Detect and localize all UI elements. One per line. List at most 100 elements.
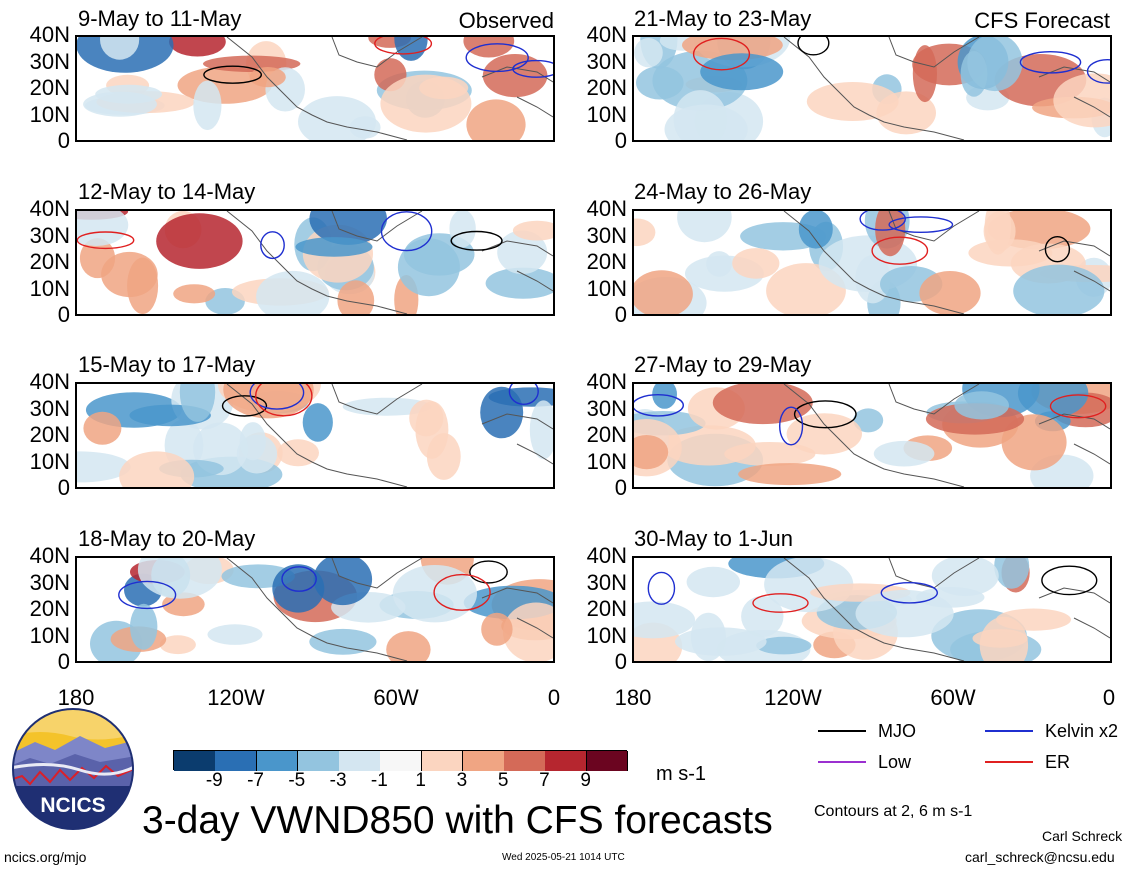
wind-anomaly-blob [386,631,431,661]
map-panel-right-2 [632,209,1112,316]
wind-anomaly-blob [798,211,833,249]
contour-line [692,37,751,71]
legend-er-label: ER [1045,752,1071,772]
colorbar-units: m s-1 [656,763,706,785]
colorbar-swatch [462,751,505,771]
contour-line [871,236,929,265]
x-tick-right-180: 180 [614,685,652,710]
panel-title-right-3: 27-May to 29-May [634,352,812,377]
legend-mjo-line [818,730,866,732]
y-tick-left-4-1: 30N [29,569,70,595]
ncics-logo: NCICS [10,706,136,832]
wind-anomaly-blob [466,99,526,140]
contour-line [380,211,433,252]
y-tick-right-4-4: 0 [614,649,627,674]
contour-line [779,406,804,446]
y-tick-left-3-3: 10N [29,448,70,474]
wind-anomaly-blob [77,211,129,246]
y-tick-right-3-2: 20N [586,422,627,447]
y-tick-left-4-3: 10N [29,622,70,648]
footer-url: ncics.org/mjo [4,849,87,865]
map-panel-right-4 [632,556,1112,663]
map-panel-left-3 [75,382,555,489]
wind-anomaly-blob [806,82,899,121]
contour-line [203,65,263,84]
wind-anomaly-blob [392,565,477,623]
wind-anomaly-blob [503,602,553,661]
wind-anomaly-blob [675,627,767,656]
wind-anomaly-blob [972,629,1028,648]
wind-anomaly-blob [77,451,131,483]
y-tick-left-3-2: 20N [29,422,70,447]
wind-anomaly-blob [156,213,243,269]
wind-anomaly-blob [313,558,373,606]
wind-field-map [634,37,1110,140]
y-tick-left-3-1: 30N [29,395,70,421]
y-tick-right-2-2: 20N [586,249,627,274]
wind-anomaly-blob [272,564,325,613]
contour-line [469,560,508,584]
wind-anomaly-blob [159,635,196,655]
y-tick-left-4-4: 0 [57,649,70,674]
y-tick-right-2-0: 40N [586,196,627,221]
x-tick-left-180: 180 [57,685,95,710]
y-tick-left-4-0: 40N [29,543,70,568]
wind-anomaly-blob [302,403,333,442]
wind-anomaly-blob [724,442,816,466]
y-tick-left-1-0: 40N [29,22,70,47]
y-tick-right-2-4: 0 [614,302,627,327]
colorbar-swatch [215,751,258,771]
x-tick-left-0: 0 [547,685,561,710]
wind-anomaly-blob [634,218,656,247]
panel-title-left-1: 9-May to 11-May [78,6,242,31]
contour-line [1044,236,1071,263]
y-tick-left-2-3: 10N [29,275,70,301]
wind-anomaly-blob [236,434,278,474]
contour-line [647,571,676,605]
panel-title-left-3: 15-May to 17-May [78,352,256,377]
y-tick-right-1-1: 30N [586,48,627,74]
wind-anomaly-blob [529,400,553,460]
colorbar-label: -5 [288,770,306,791]
wind-anomaly-blob [853,408,884,433]
wind-anomaly-blob [100,37,140,60]
wind-anomaly-blob [309,628,377,655]
panel-title-right-1: 21-May to 23-May [634,6,812,31]
colorbar-label: 7 [539,770,550,791]
y-tick-right-1-3: 10N [586,101,627,127]
wind-anomaly-blob [179,384,216,422]
coastline [226,37,553,140]
footer-author: Carl Schreck [1042,828,1123,844]
legend-low-label: Low [878,752,912,772]
wind-anomaly-blob [309,211,387,245]
wind-field-map [634,384,1110,487]
colorbar-label: -1 [370,770,388,791]
contour-line [221,395,268,417]
coastline [783,384,1110,487]
coastline [783,211,1110,314]
wind-anomaly-blob [1013,264,1105,314]
wind-anomaly-blob [394,37,428,61]
wind-anomaly-blob [855,255,891,304]
wind-anomaly-blob [119,451,195,487]
colorbar-swatch [339,751,381,771]
wind-field-map [77,211,553,314]
wind-anomaly-blob [634,601,696,639]
wind-anomaly-blob [481,612,513,646]
wind-anomaly-blob [994,558,1030,589]
colorbar-swatch [545,751,588,771]
coastline [226,211,553,314]
colorbar-label: -9 [205,770,223,791]
wind-anomaly-blob [682,37,783,61]
wind-anomaly-blob [732,248,780,279]
legend-er-line [985,761,1033,763]
wind-anomaly-blob [295,237,373,257]
colorbar-swatch [421,751,464,771]
wind-field-map [77,384,553,487]
y-tick-right-1-0: 40N [586,22,627,47]
wind-anomaly-blob [634,38,663,68]
y-tick-left-2-4: 0 [57,302,70,327]
y-tick-right-4-1: 30N [586,569,627,595]
contour-line [888,216,954,234]
y-tick-left-1-2: 20N [29,75,70,100]
